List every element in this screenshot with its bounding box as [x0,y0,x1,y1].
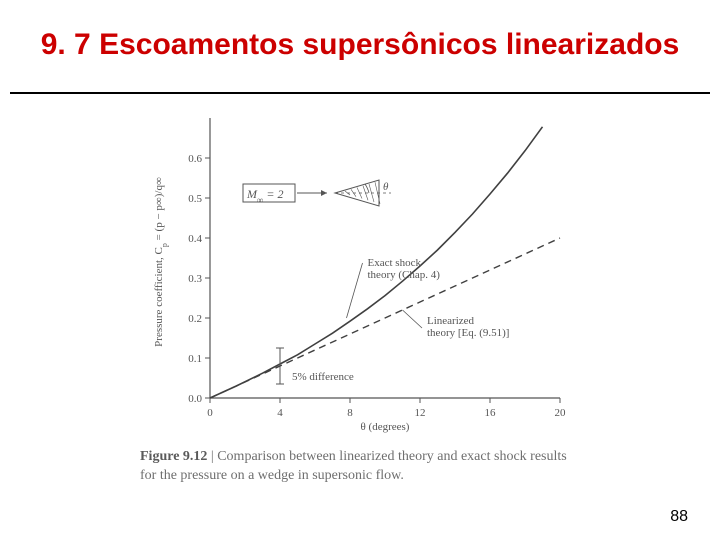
svg-text:Pressure coefficient, Cp = (p: Pressure coefficient, Cp = (p − p∞)/q∞ [153,177,169,347]
title-underline [10,92,710,94]
svg-text:16: 16 [485,407,497,419]
svg-text:0.1: 0.1 [188,353,202,365]
svg-text:Linearized: Linearized [427,315,475,327]
svg-text:θ: θ [383,181,389,193]
svg-text:0.2: 0.2 [188,313,202,325]
svg-text:theory (Chap. 4): theory (Chap. 4) [368,269,441,281]
svg-text:20: 20 [555,407,567,419]
cp-vs-theta-chart: 0.0 0.1 0.2 0.3 0.4 0.5 0.6 0 4 8 12 16 20 θ (degrees… [140,108,580,438]
svg-text:0.5: 0.5 [188,193,202,205]
caption-label: Figure 9.12 [140,449,207,464]
svg-text:Exact shock: Exact shock [368,257,422,269]
svg-text:12: 12 [415,407,426,419]
svg-text:0.4: 0.4 [188,233,202,245]
svg-text:θ (degrees): θ (degrees) [361,421,410,433]
svg-text:0.6: 0.6 [188,153,202,165]
svg-text:5% difference: 5% difference [292,371,354,383]
svg-text:0: 0 [207,407,213,419]
svg-text:0.0: 0.0 [188,393,202,405]
svg-text:8: 8 [347,407,353,419]
svg-text:4: 4 [277,407,283,419]
svg-text:theory [Eq. (9.51)]: theory [Eq. (9.51)] [427,327,509,339]
figure-caption: Figure 9.12 | Comparison between lineari… [140,448,570,486]
page-number: 88 [670,508,688,526]
page-title: 9. 7 Escoamentos supersônicos linearizad… [0,28,720,61]
svg-text:0.3: 0.3 [188,273,202,285]
